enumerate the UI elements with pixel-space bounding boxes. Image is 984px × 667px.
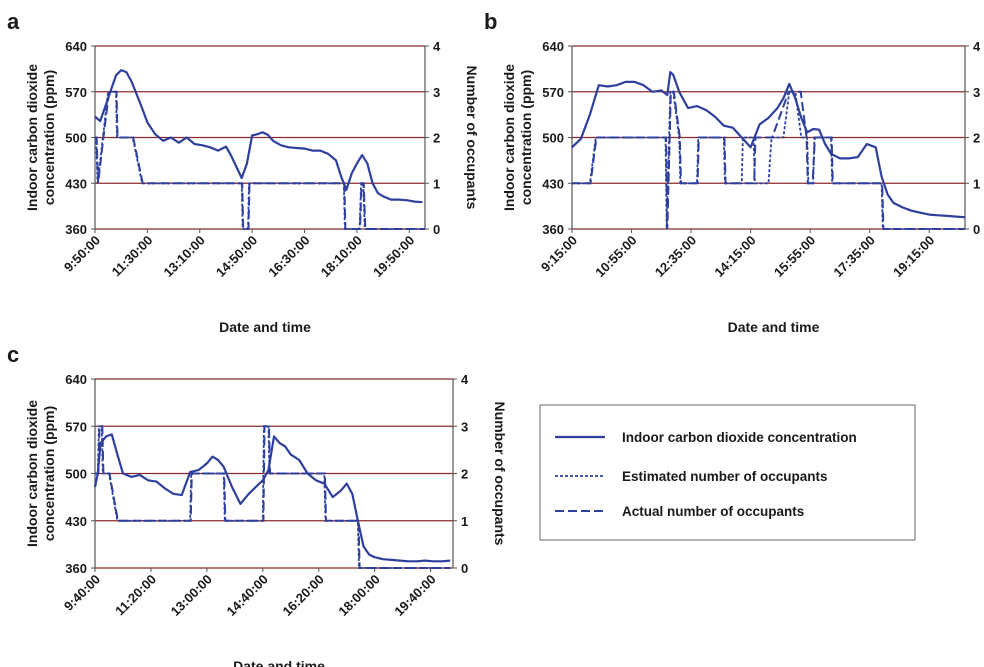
x-tick-label: 15:55:00	[771, 233, 818, 280]
y-right-tick-label: 2	[433, 131, 440, 146]
x-tick-label: 9:15:00	[538, 233, 580, 275]
y-right-tick-label: 1	[461, 514, 468, 529]
co2-series-line	[93, 433, 451, 563]
x-tick-label: 14:50:00	[213, 233, 260, 280]
y-left-tick-label: 430	[65, 176, 87, 191]
y-right-tick-label: 2	[973, 131, 980, 146]
x-tick-label: 9:50:00	[61, 233, 103, 275]
estimated-occupants-line	[95, 425, 451, 569]
chart-panel-b: b 360 430 500 570 640 0 1 2 3 4 9:15:00 10:55:00 12:3…	[484, 9, 981, 335]
co2-series-line	[94, 69, 423, 204]
legend-estimated-label: Estimated number of occupants	[622, 469, 828, 484]
legend-box	[539, 404, 916, 541]
y-right-tick-label: 2	[461, 467, 468, 482]
x-tick-label: 11:30:00	[109, 233, 156, 280]
x-tick-label: 17:35:00	[830, 233, 877, 280]
y-right-tick-label: 0	[973, 222, 980, 237]
actual-occupants-line	[95, 425, 451, 569]
panel-letter: b	[484, 9, 497, 34]
co2-series-line	[571, 70, 966, 219]
x-axis-title: Date and time	[219, 319, 311, 335]
y-right-tick-label: 3	[433, 85, 440, 100]
y-left-tick-label: 500	[542, 131, 564, 146]
x-tick-label: 19:15:00	[890, 233, 937, 280]
y-left-tick-label: 500	[65, 467, 87, 482]
x-tick-label: 10:55:00	[592, 233, 639, 280]
y-left-tick-label: 640	[65, 372, 87, 387]
x-tick-label: 14:40:00	[224, 572, 271, 619]
x-tick-label: 11:20:00	[112, 572, 159, 619]
chart-panel-a: a 360 430 500 570 640 0 1 2 3 4 9:50:00 11:30:00 13:1…	[7, 9, 480, 335]
y-left-axis-title: Indoor carbon dioxideconcentration (ppm)	[24, 64, 57, 211]
legend: Indoor carbon dioxide concentration Estim…	[539, 404, 916, 541]
x-tick-label: 16:20:00	[279, 572, 326, 619]
y-left-tick-label: 570	[65, 419, 87, 434]
x-tick-label: 19:40:00	[391, 572, 438, 619]
x-tick-label: 16:30:00	[265, 233, 312, 280]
x-tick-label: 18:00:00	[335, 572, 382, 619]
x-tick-label: 19:50:00	[370, 233, 417, 280]
x-axis-title: Date and time	[728, 319, 820, 335]
x-axis-title: Date and time	[233, 658, 325, 667]
y-right-tick-label: 3	[461, 419, 468, 434]
y-right-tick-label: 1	[433, 176, 440, 191]
y-right-tick-label: 4	[433, 39, 441, 54]
y-right-tick-label: 4	[461, 372, 469, 387]
x-tick-label: 12:35:00	[652, 233, 699, 280]
panel-letter: a	[7, 9, 20, 34]
x-tick-label: 13:10:00	[160, 233, 207, 280]
actual-occupants-line	[572, 90, 965, 230]
y-left-tick-label: 360	[65, 222, 87, 237]
x-tick-label: 9:40:00	[61, 572, 103, 614]
x-tick-label: 13:00:00	[168, 572, 215, 619]
y-left-axis-title: Indoor carbon dioxideconcentration (ppm)	[501, 64, 534, 211]
y-right-tick-label: 0	[433, 222, 440, 237]
y-right-tick-label: 3	[973, 85, 980, 100]
y-right-axis-title: Number of occupants	[464, 66, 480, 210]
panel-letter: c	[7, 342, 19, 367]
actual-occupants-line	[95, 90, 425, 230]
y-left-tick-label: 570	[65, 85, 87, 100]
y-left-tick-label: 640	[65, 39, 87, 54]
y-right-tick-label: 0	[461, 561, 468, 576]
chart-panel-c: c 360 430 500 570 640 0 1 2 3 4 9:40:00 11:20:00 13:0…	[7, 342, 508, 667]
x-tick-label: 14:15:00	[711, 233, 758, 280]
legend-actual-label: Actual number of occupants	[622, 504, 804, 519]
y-left-tick-label: 640	[542, 39, 564, 54]
legend-co2-label: Indoor carbon dioxide concentration	[622, 430, 857, 445]
y-left-tick-label: 570	[542, 85, 564, 100]
y-left-tick-label: 360	[542, 222, 564, 237]
y-right-tick-label: 4	[973, 39, 981, 54]
y-left-axis-title: Indoor carbon dioxideconcentration (ppm)	[24, 400, 57, 547]
x-tick-label: 18:10:00	[318, 233, 365, 280]
y-left-tick-label: 430	[65, 514, 87, 529]
y-right-axis-title: Number of occupants	[492, 402, 508, 546]
y-right-tick-label: 1	[973, 176, 980, 191]
y-left-tick-label: 500	[65, 131, 87, 146]
y-left-tick-label: 430	[542, 176, 564, 191]
y-left-tick-label: 360	[65, 561, 87, 576]
